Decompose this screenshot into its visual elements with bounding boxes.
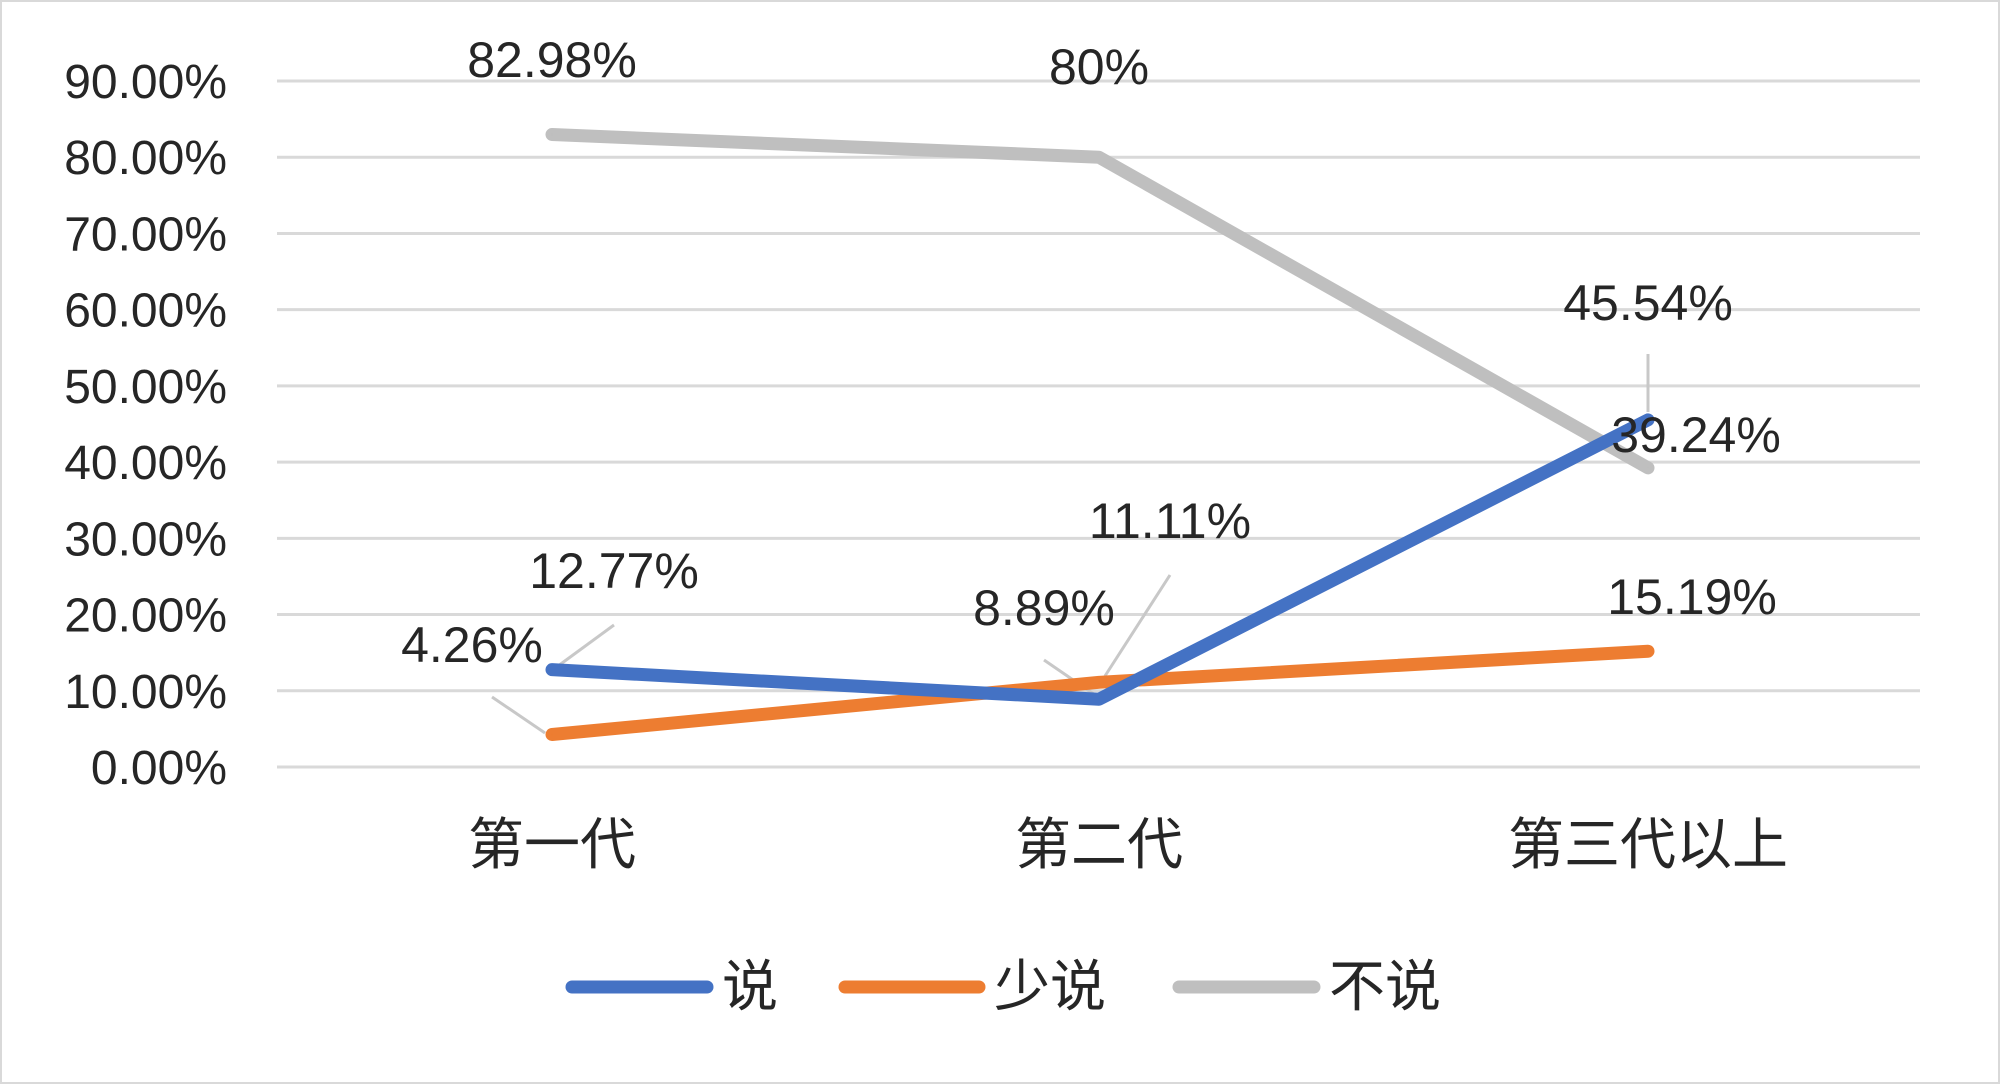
legend: 说 少说 不说 — [565, 955, 1441, 1020]
series-line-3 — [545, 128, 1655, 475]
data-label: 45.54% — [1563, 275, 1733, 331]
data-point — [1647, 418, 1649, 421]
data-label: 80% — [1049, 39, 1149, 95]
x-category-label: 第二代 — [1015, 813, 1183, 878]
data-label: 15.19% — [1607, 569, 1777, 625]
data-label: 11.11% — [1089, 493, 1251, 549]
leader-line — [491, 695, 546, 735]
y-tick-label: 50.00% — [64, 361, 227, 414]
y-tick-label: 90.00% — [64, 56, 227, 109]
data-point — [1098, 681, 1100, 684]
y-tick-label: 80.00% — [64, 132, 227, 185]
leader-line — [1103, 574, 1172, 677]
data-point — [1647, 466, 1649, 469]
legend-label: 不说 — [1329, 955, 1441, 1020]
data-labels: 12.77% 8.89% 45.54% 4.26% 11.11% 15.19% 82.98%… — [401, 32, 1781, 673]
y-tick-label: 60.00% — [64, 285, 227, 338]
data-point — [1098, 156, 1100, 159]
data-label: 12.77% — [529, 543, 699, 599]
data-point — [551, 668, 553, 671]
leader-line — [557, 623, 615, 668]
label-leader-lines — [491, 354, 1650, 735]
x-category-label: 第一代 — [468, 813, 636, 878]
y-tick-label: 70.00% — [64, 208, 227, 261]
data-point — [1098, 698, 1100, 701]
y-axis-tick-labels: 0.00% 10.00% 20.00% 30.00% 40.00% 50.00% 60.00… — [64, 56, 227, 795]
data-label: 82.98% — [467, 32, 637, 88]
data-point — [1647, 650, 1649, 653]
data-label: 39.24% — [1611, 407, 1781, 463]
data-point — [551, 733, 553, 736]
y-tick-label: 0.00% — [91, 742, 227, 795]
y-tick-label: 10.00% — [64, 666, 227, 719]
y-tick-label: 20.00% — [64, 590, 227, 643]
x-category-label: 第三代以上 — [1508, 813, 1788, 878]
data-label: 8.89% — [973, 580, 1115, 636]
y-tick-label: 40.00% — [64, 437, 227, 490]
series-lines — [545, 128, 1655, 742]
y-tick-label: 30.00% — [64, 513, 227, 566]
x-axis-category-labels: 第一代 第二代 第三代以上 — [468, 813, 1788, 878]
legend-label: 说 — [722, 955, 778, 1020]
legend-label: 少说 — [994, 955, 1106, 1020]
data-label: 4.26% — [401, 617, 543, 673]
data-point — [551, 133, 553, 136]
